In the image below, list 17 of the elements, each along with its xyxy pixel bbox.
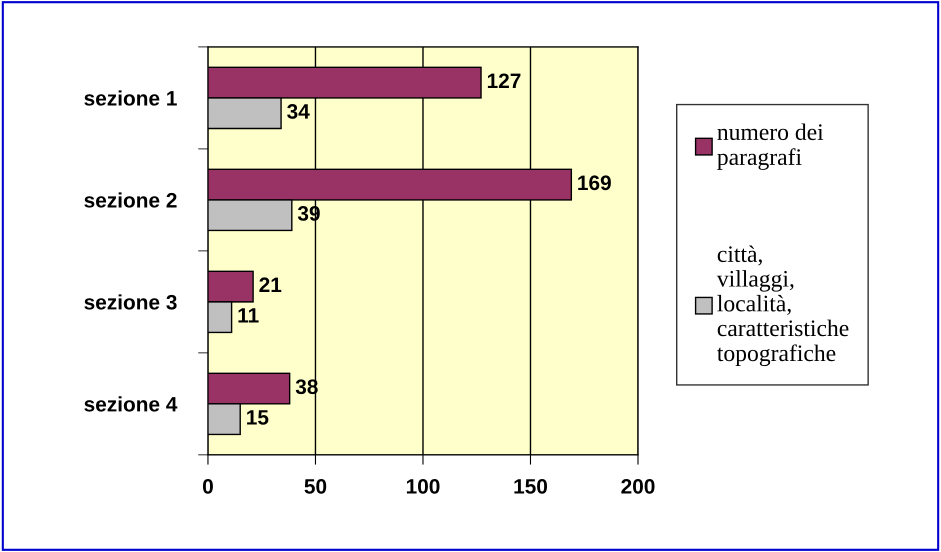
- x-tick-label: 50: [304, 479, 326, 494]
- x-tick-label: 0: [202, 479, 213, 494]
- data-label: 21: [259, 277, 282, 292]
- data-label: 11: [238, 308, 259, 323]
- data-label: 169: [578, 175, 611, 190]
- y-tick-label: sezione 4: [84, 396, 178, 412]
- x-tick-label: 100: [406, 479, 440, 494]
- y-tick-label: sezione 3: [84, 294, 177, 310]
- data-label: 34: [287, 104, 310, 119]
- x-tick-label: 150: [514, 479, 548, 494]
- y-tick-label: sezione 2: [84, 192, 177, 208]
- data-label: 127: [488, 73, 520, 88]
- legend-label: città, villaggi, località, caratteristiche topografiche: [716, 245, 848, 366]
- legend-label: numero dei paragrafi: [717, 123, 824, 170]
- data-label: 15: [247, 410, 268, 425]
- y-tick-label: sezione 1: [84, 90, 177, 106]
- x-tick-label: 200: [621, 479, 655, 494]
